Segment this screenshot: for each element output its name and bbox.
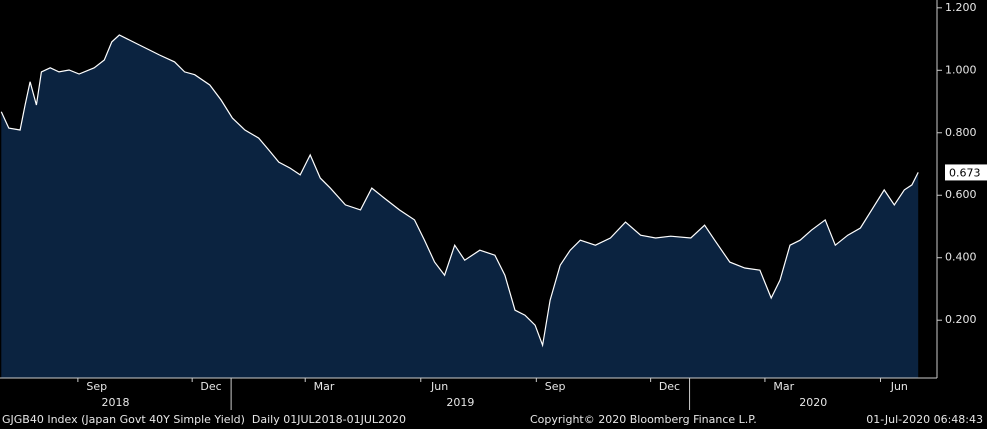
footer-right: 01-Jul-2020 06:48:43 [866, 413, 983, 426]
x-tick-label: Sep [545, 380, 566, 393]
footer-center: Copyright© 2020 Bloomberg Finance L.P. [530, 413, 757, 426]
area-fill [1, 35, 919, 378]
x-tick-label: Dec [200, 380, 221, 393]
y-tick-label: 0.800 [945, 126, 977, 139]
x-tick-label: Dec [659, 380, 680, 393]
year-label: 2019 [446, 396, 474, 409]
x-tick-label: Jun [430, 380, 448, 393]
y-tick-label: 1.200 [945, 1, 977, 14]
x-tick-label: Mar [314, 380, 335, 393]
footer-left: GJGB40 Index (Japan Govt 40Y Simple Yiel… [2, 413, 406, 426]
x-tick-label: Mar [773, 380, 794, 393]
last-value-label: 0.673 [949, 166, 981, 179]
x-tick-label: Sep [86, 380, 107, 393]
year-label: 2018 [102, 396, 130, 409]
area-line [0, 34, 919, 348]
x-tick-label: Jun [890, 380, 908, 393]
y-tick-label: 0.400 [945, 251, 977, 264]
year-label: 2020 [799, 396, 827, 409]
y-tick-label: 0.200 [945, 313, 977, 326]
y-tick-label: 0.600 [945, 188, 977, 201]
y-tick-label: 1.000 [945, 63, 977, 76]
last-value-box [945, 164, 987, 181]
